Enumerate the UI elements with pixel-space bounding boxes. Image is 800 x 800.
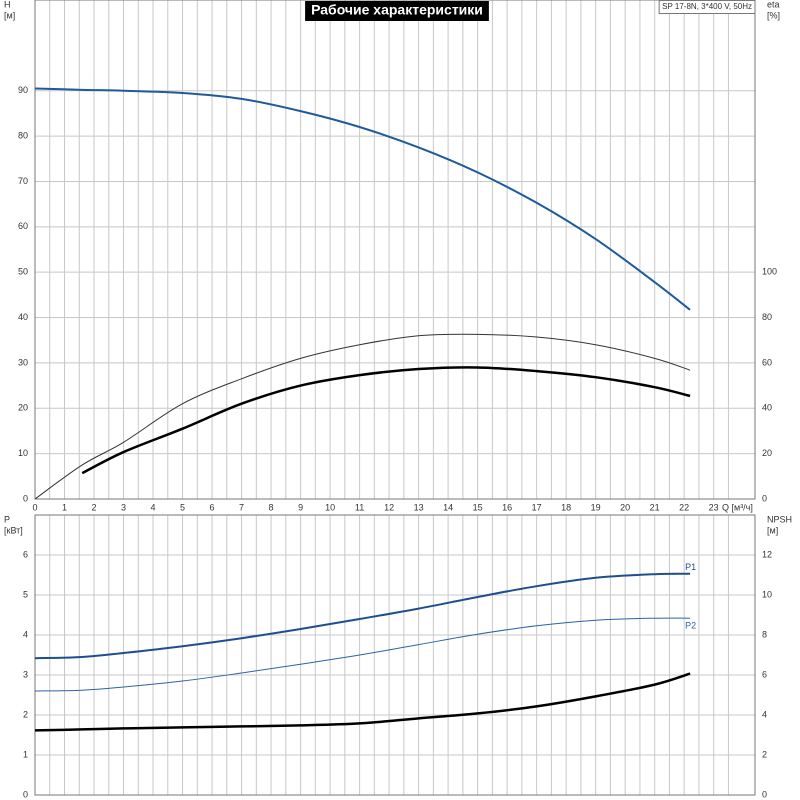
y-tick-label: 10 [18,448,28,458]
y-tick-label: 40 [18,312,28,322]
y-tick-label: 90 [18,85,28,95]
x-tick-label: 0 [32,502,37,512]
subtitle-frame [658,0,756,14]
y2-axis-label: eta [767,0,780,9]
y-axis-label: P [4,514,10,524]
plot-frame [34,514,756,796]
x-tick-label: 18 [561,502,571,512]
curve [34,333,691,500]
y2-tick-label: 8 [762,629,767,639]
y2-tick-label: 12 [762,549,772,559]
y2-tick-label: 20 [762,448,772,458]
y-tick-label: 3 [23,669,28,679]
y2-tick-label: 40 [762,403,772,413]
y2-axis-label: [%] [767,10,780,20]
title-box: Рабочие характеристики [305,1,489,21]
y2-axis-label: [м] [767,525,778,535]
y2-tick-label: 100 [762,267,777,277]
y2-tick-label: 60 [762,357,772,367]
y-tick-label: 1 [23,749,28,759]
x-tick-label: 17 [532,502,542,512]
curve [34,617,691,692]
y-tick-label: 50 [18,267,28,277]
y-tick-label: 80 [18,130,28,140]
y2-tick-label: 6 [762,669,767,679]
y-axis-label: H [4,0,11,9]
x-tick-label: 10 [325,502,335,512]
subtitle-box: SP 17-8N, 3*400 V, 50Hz [658,0,756,14]
y-tick-label: 6 [23,549,28,559]
x-tick-label: 22 [679,502,689,512]
y-tick-label: 60 [18,221,28,231]
series-label: P2 [685,621,696,631]
x-tick-label: 13 [414,502,424,512]
x-tick-label: 20 [620,502,630,512]
x-tick-label: 8 [269,502,274,512]
y-tick-label: 5 [23,589,28,599]
y-tick-label: 20 [18,403,28,413]
x-tick-label: 3 [121,502,126,512]
chart-title: Рабочие характеристики [311,2,483,18]
x-tick-label: 4 [151,502,156,512]
x-tick-label: 14 [443,502,453,512]
x-tick-label: 15 [473,502,483,512]
curve [81,366,691,475]
title-background [305,1,489,21]
x-tick-label: 9 [298,502,303,512]
y-tick-label: 0 [23,493,28,503]
curve [34,572,691,660]
x-tick-label: 12 [384,502,394,512]
y2-tick-label: 4 [762,709,767,719]
x-tick-label: 6 [210,502,215,512]
y-axis-label: [кВт] [4,525,23,535]
y-tick-label: 0 [23,789,28,799]
y2-tick-label: 2 [762,749,767,759]
x-tick-label: 5 [180,502,185,512]
y-axis-label: [м] [4,10,15,20]
y2-tick-label: 0 [762,789,767,799]
curve [34,672,691,732]
y-tick-label: 30 [18,357,28,367]
x-tick-label: 11 [355,502,364,512]
plot-frame [34,0,756,500]
x-axis-label: Q [м³/ч] [722,502,753,512]
chart-subtitle: SP 17-8N, 3*400 V, 50Hz [662,2,752,11]
x-tick-label: 7 [239,502,244,512]
x-tick-label: 21 [650,502,660,512]
y2-axis-label: NPSH [767,514,792,524]
y2-tick-label: 10 [762,589,772,599]
x-tick-label: 23 [709,502,719,512]
x-tick-label: 2 [92,502,97,512]
y-tick-label: 4 [23,629,28,639]
y2-tick-label: 80 [762,312,772,322]
curve [34,87,691,311]
x-tick-label: 19 [591,502,601,512]
y-tick-label: 2 [23,709,28,719]
y2-tick-label: 0 [762,493,767,503]
x-tick-label: 16 [502,502,512,512]
x-tick-label: 1 [62,502,67,512]
series-label: P1 [685,562,696,572]
y-tick-label: 70 [18,176,28,186]
